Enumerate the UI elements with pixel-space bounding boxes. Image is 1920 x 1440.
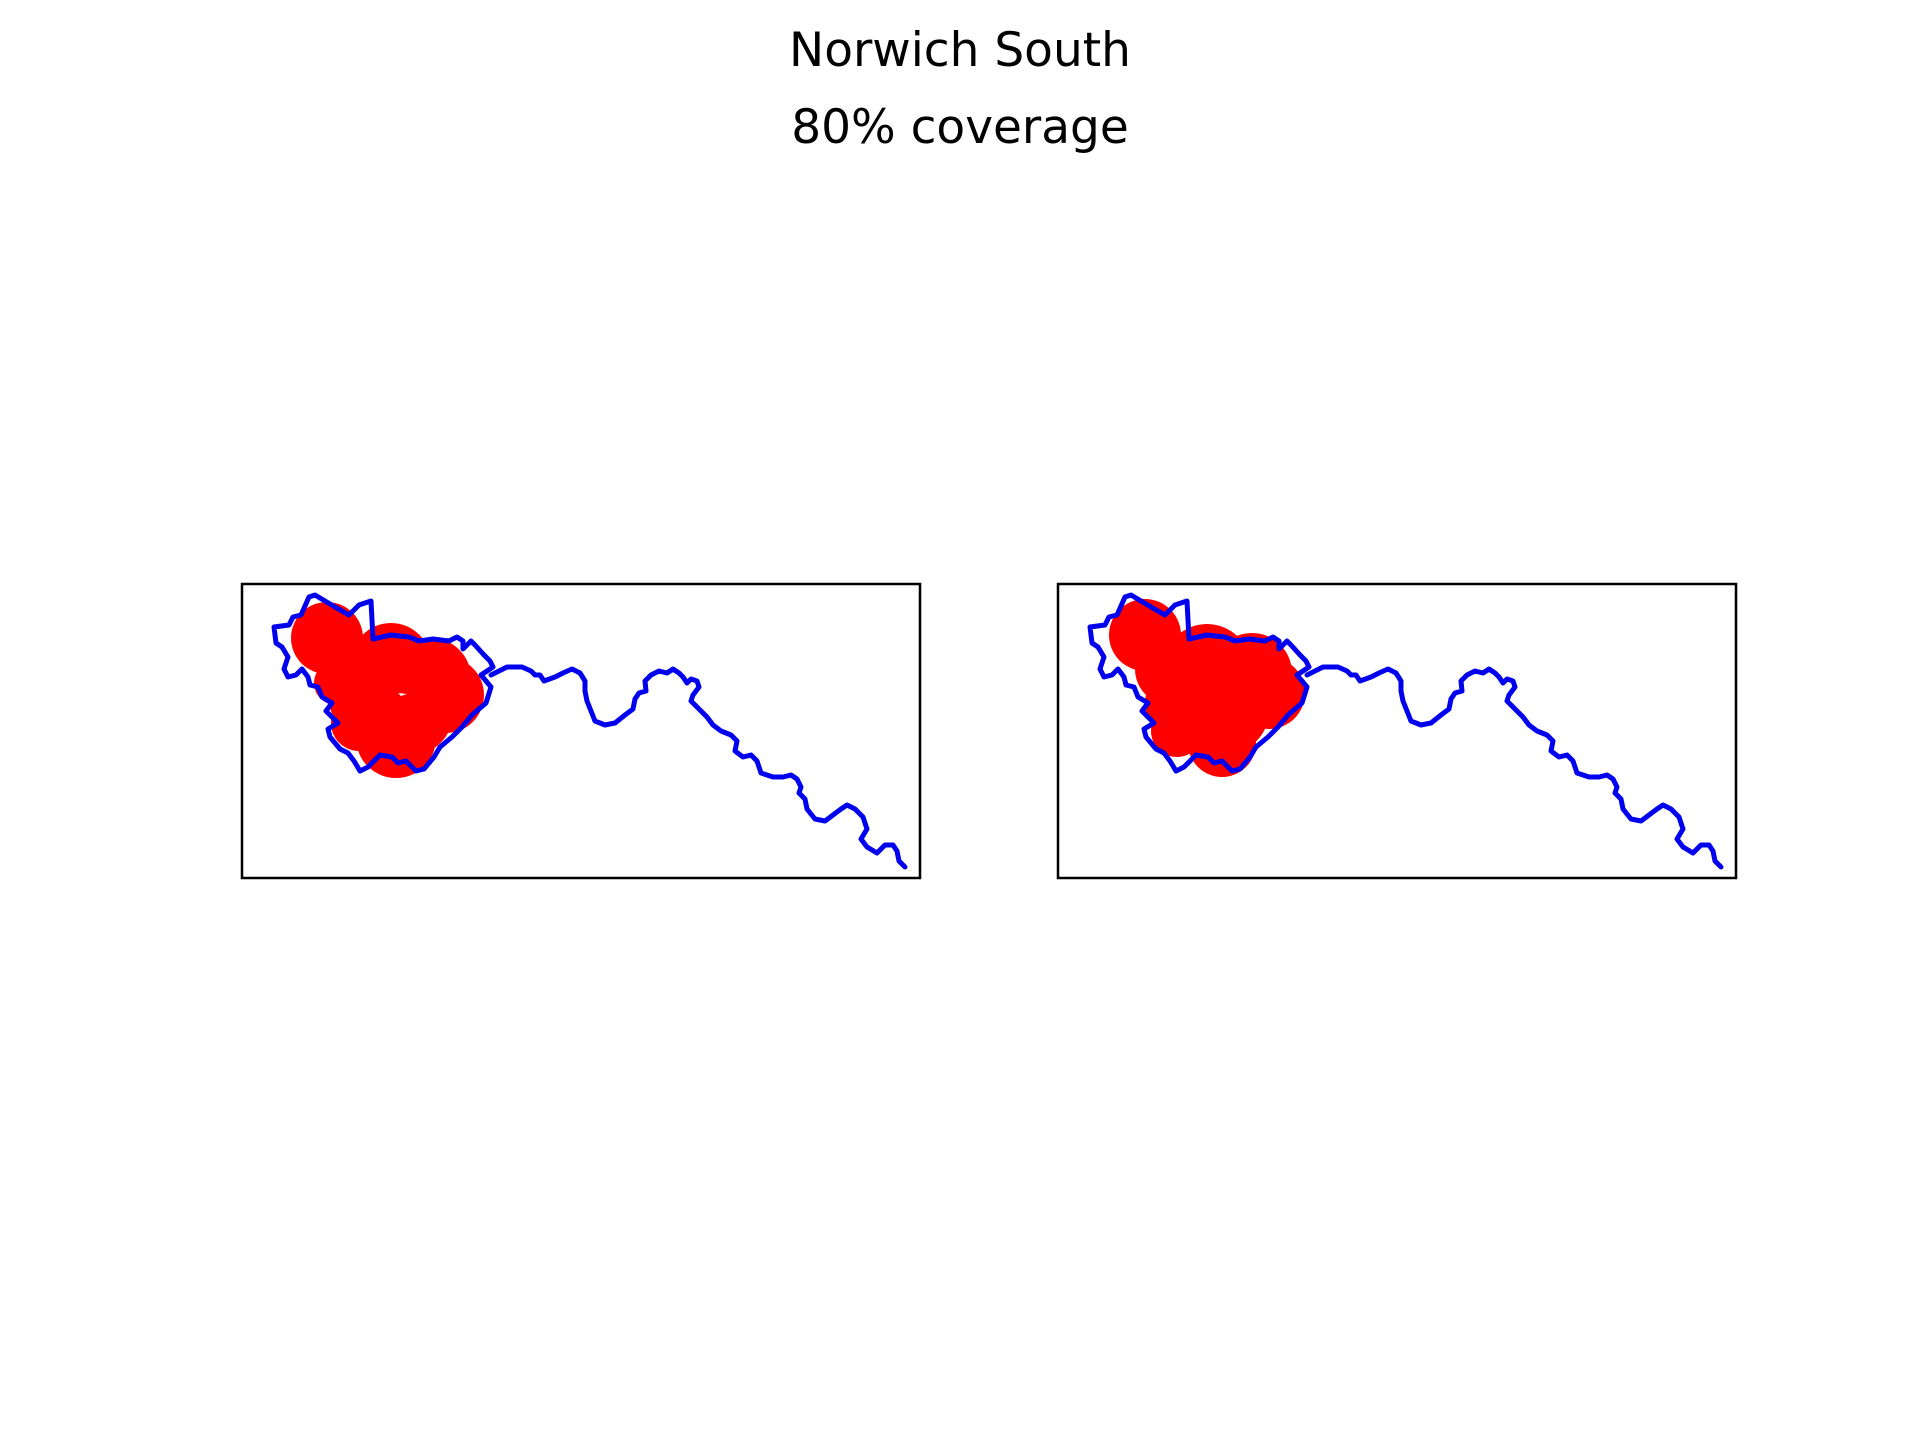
constituency-boundary: [1087, 592, 1312, 774]
map-panel-right: [1056, 582, 1738, 880]
map-right-svg: [1056, 582, 1738, 880]
coverage-circles: [291, 602, 484, 778]
figure-subtitle: 80% coverage: [791, 100, 1129, 155]
river-line: [488, 664, 908, 870]
map-panel-left: [240, 582, 922, 880]
figure-title: Norwich South: [789, 23, 1131, 78]
map-left-svg: [240, 582, 922, 880]
coverage-gap: [398, 693, 407, 696]
constituency-boundary: [271, 592, 496, 774]
coverage-area: [1109, 599, 1305, 777]
river-line: [1304, 664, 1724, 870]
